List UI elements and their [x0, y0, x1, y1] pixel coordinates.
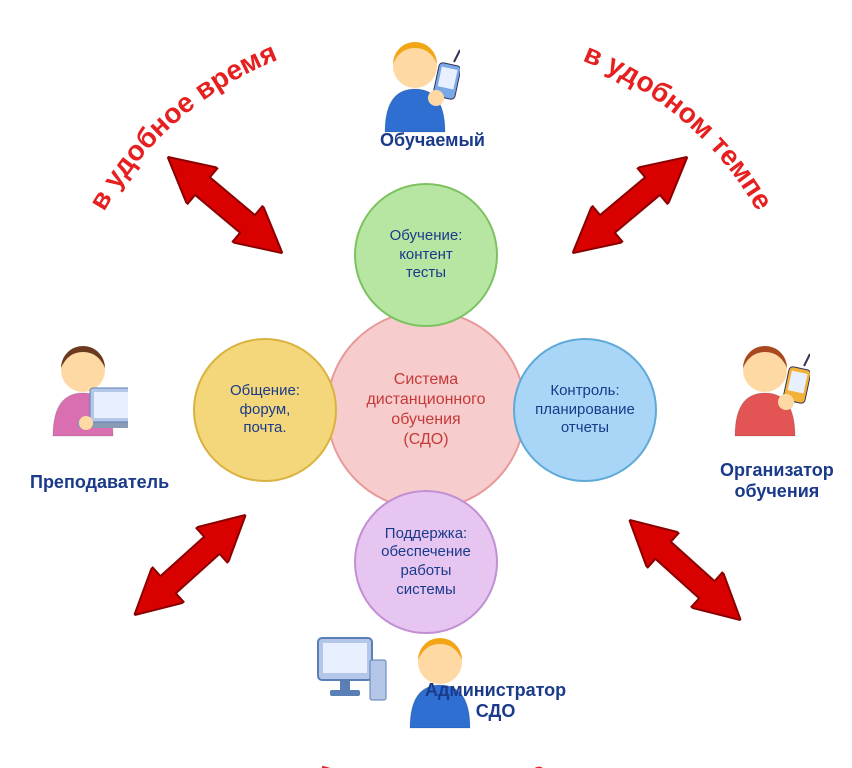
satellite-label-control: Контроль: планирование отчеты — [529, 376, 641, 444]
double-arrow-0 — [152, 138, 298, 271]
double-arrow-3 — [118, 497, 262, 633]
satellite-label-support: Поддержка: обеспечение работы системы — [375, 519, 477, 606]
satellite-label-learning: Обучение: контент тесты — [384, 221, 469, 289]
double-arrow-2 — [613, 502, 757, 638]
diagram-stage: в удобное время в удобном темпе в удобно… — [0, 0, 852, 768]
curved-text-b-label: в удобном месте — [315, 755, 550, 768]
double-arrow-1 — [557, 138, 703, 271]
svg-text:в удобном месте: в удобном месте — [315, 755, 550, 768]
person-icon-teacher — [38, 338, 128, 443]
satellite-circle-communication: Общение: форум, почта. — [193, 338, 337, 482]
satellite-circle-control: Контроль: планирование отчеты — [513, 338, 657, 482]
satellite-circle-support: Поддержка: обеспечение работы системы — [354, 490, 498, 634]
satellite-circle-learning: Обучение: контент тесты — [354, 183, 498, 327]
person-icon-organizer — [720, 338, 810, 443]
role-label-student: Обучаемый — [380, 130, 485, 151]
center-circle-label: Система дистанционного обучения (СДО) — [360, 364, 491, 456]
role-label-admin: Администратор СДО — [425, 680, 566, 722]
monitor-icon — [310, 630, 390, 715]
role-label-organizer: Организатор обучения — [720, 460, 834, 502]
center-circle: Система дистанционного обучения (СДО) — [326, 310, 526, 510]
satellite-label-communication: Общение: форум, почта. — [224, 376, 306, 444]
role-label-teacher: Преподаватель — [30, 472, 169, 493]
person-icon-student — [370, 34, 460, 139]
